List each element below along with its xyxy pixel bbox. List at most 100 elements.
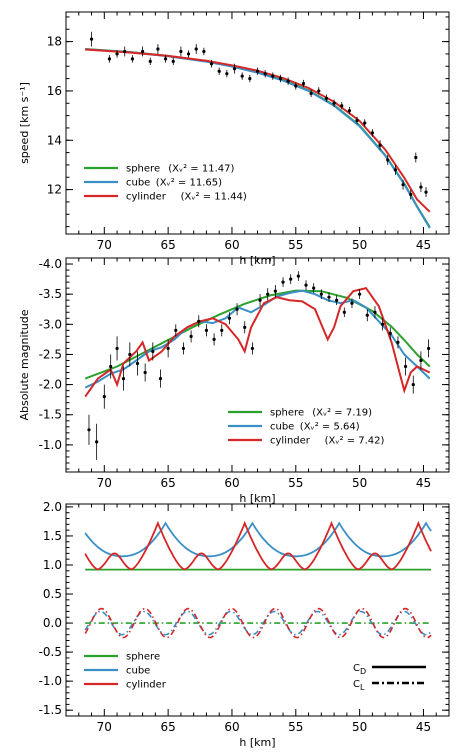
data-point [263, 72, 267, 76]
y-tick-label: 18 [47, 35, 62, 49]
data-point [271, 74, 275, 78]
data-point [312, 286, 316, 290]
legend-label-sphere: sphere [270, 408, 304, 419]
x-tick-label: 65 [160, 476, 175, 490]
y-tick-label: -1.5 [39, 408, 62, 422]
data-point [304, 283, 308, 287]
linestyle-label-D: CD [353, 663, 366, 676]
data-point [273, 289, 277, 293]
legend-chi-sphere: (Xᵥ² = 7.19) [312, 408, 372, 419]
data-point [414, 155, 418, 160]
x-tick-label: 55 [288, 720, 303, 734]
data-point [355, 118, 359, 123]
data-point [289, 277, 293, 281]
cl-line-cube [84, 610, 432, 636]
plot-area [84, 271, 431, 460]
data-point [109, 364, 113, 369]
data-point [342, 310, 346, 314]
data-point [340, 104, 344, 108]
data-point [217, 69, 221, 73]
data-point [250, 346, 254, 351]
data-point [309, 91, 313, 95]
data-point [419, 358, 423, 363]
data-point [373, 310, 377, 314]
data-point [266, 292, 270, 296]
x-tick-label: 70 [97, 476, 112, 490]
legend-label-cube: cube [126, 666, 150, 677]
legend: sphere (Xᵥ² = 11.47) cube (Xᵥ² = 11.65) cyli… [84, 164, 247, 203]
legend-label-cube: cube [126, 178, 150, 189]
cl-line-cylinder [84, 607, 432, 639]
data-point [209, 62, 214, 66]
data-point [186, 52, 191, 56]
data-point [411, 382, 415, 387]
data-point [294, 84, 298, 88]
y-axis-label: Absolute magnitude [18, 309, 31, 420]
data-point [301, 81, 306, 86]
data-point [235, 307, 239, 311]
legend-label-sphere: sphere [126, 652, 160, 663]
legend-label-cylinder: cylinder [126, 680, 167, 691]
data-point [403, 364, 408, 369]
data-point [358, 292, 362, 296]
data-point [171, 59, 175, 63]
data-point [286, 79, 290, 83]
x-tick-label: 60 [224, 238, 239, 252]
data-point [87, 428, 91, 432]
legend: sphere (Xᵥ² = 7.19) cube (Xᵥ² = 5.64) cylind… [228, 408, 385, 447]
x-tick-label: 65 [160, 238, 175, 252]
legend-chi-cube: (Xᵥ² = 11.65) [156, 178, 222, 189]
plot-area [85, 31, 431, 229]
linestyle-label-L: CL [353, 679, 365, 692]
x-tick-label: 70 [97, 238, 112, 252]
legend-label-cube: cube [270, 422, 294, 433]
data-point [365, 313, 369, 317]
data-point [240, 74, 244, 78]
data-point [381, 322, 385, 326]
data-point [115, 346, 119, 351]
data-point [426, 346, 431, 351]
data-point [378, 143, 382, 147]
x-tick-label: 55 [288, 238, 303, 252]
data-point [332, 101, 336, 105]
y-tick-label: 14 [47, 133, 62, 147]
y-tick-label: -1.0 [39, 674, 62, 688]
y-tick-label: -1.5 [39, 703, 62, 717]
legend-label-cylinder: cylinder [126, 192, 167, 203]
series-line-cube [84, 289, 431, 389]
x-tick-label: 50 [352, 720, 367, 734]
data-point [409, 192, 413, 197]
data-point [335, 298, 339, 302]
data-point [179, 49, 183, 54]
data-point [189, 334, 193, 338]
legend-chi-cube: (Xᵥ² = 5.64) [300, 422, 360, 433]
y-tick-label: -1.0 [39, 438, 62, 452]
data-point [281, 280, 285, 284]
data-point [388, 331, 392, 335]
data-point [95, 440, 99, 444]
data-point [102, 395, 106, 399]
data-point [166, 346, 170, 351]
y-tick-label: 12 [47, 183, 62, 197]
data-point [212, 337, 216, 341]
data-point [194, 47, 198, 51]
x-tick-label: 45 [416, 720, 431, 734]
data-point [258, 298, 262, 302]
legend-chi-cylinder: (Xᵥ² = 7.42) [325, 436, 385, 447]
y-tick-label: 0.0 [43, 616, 62, 630]
data-point [141, 49, 145, 54]
data-point [424, 190, 428, 194]
y-tick-label: 0.5 [43, 587, 62, 601]
y-tick-label: 1.0 [43, 558, 62, 572]
data-point [396, 340, 400, 344]
y-axis-label: speed [km s⁻¹] [18, 82, 31, 164]
y-tick-label: -3.5 [39, 287, 62, 301]
x-tick-label: 55 [288, 476, 303, 490]
data-point [107, 57, 112, 61]
data-point [135, 361, 140, 366]
data-point [202, 49, 206, 54]
y-tick-label: -3.0 [39, 317, 62, 331]
x-tick-label: 60 [224, 476, 239, 490]
